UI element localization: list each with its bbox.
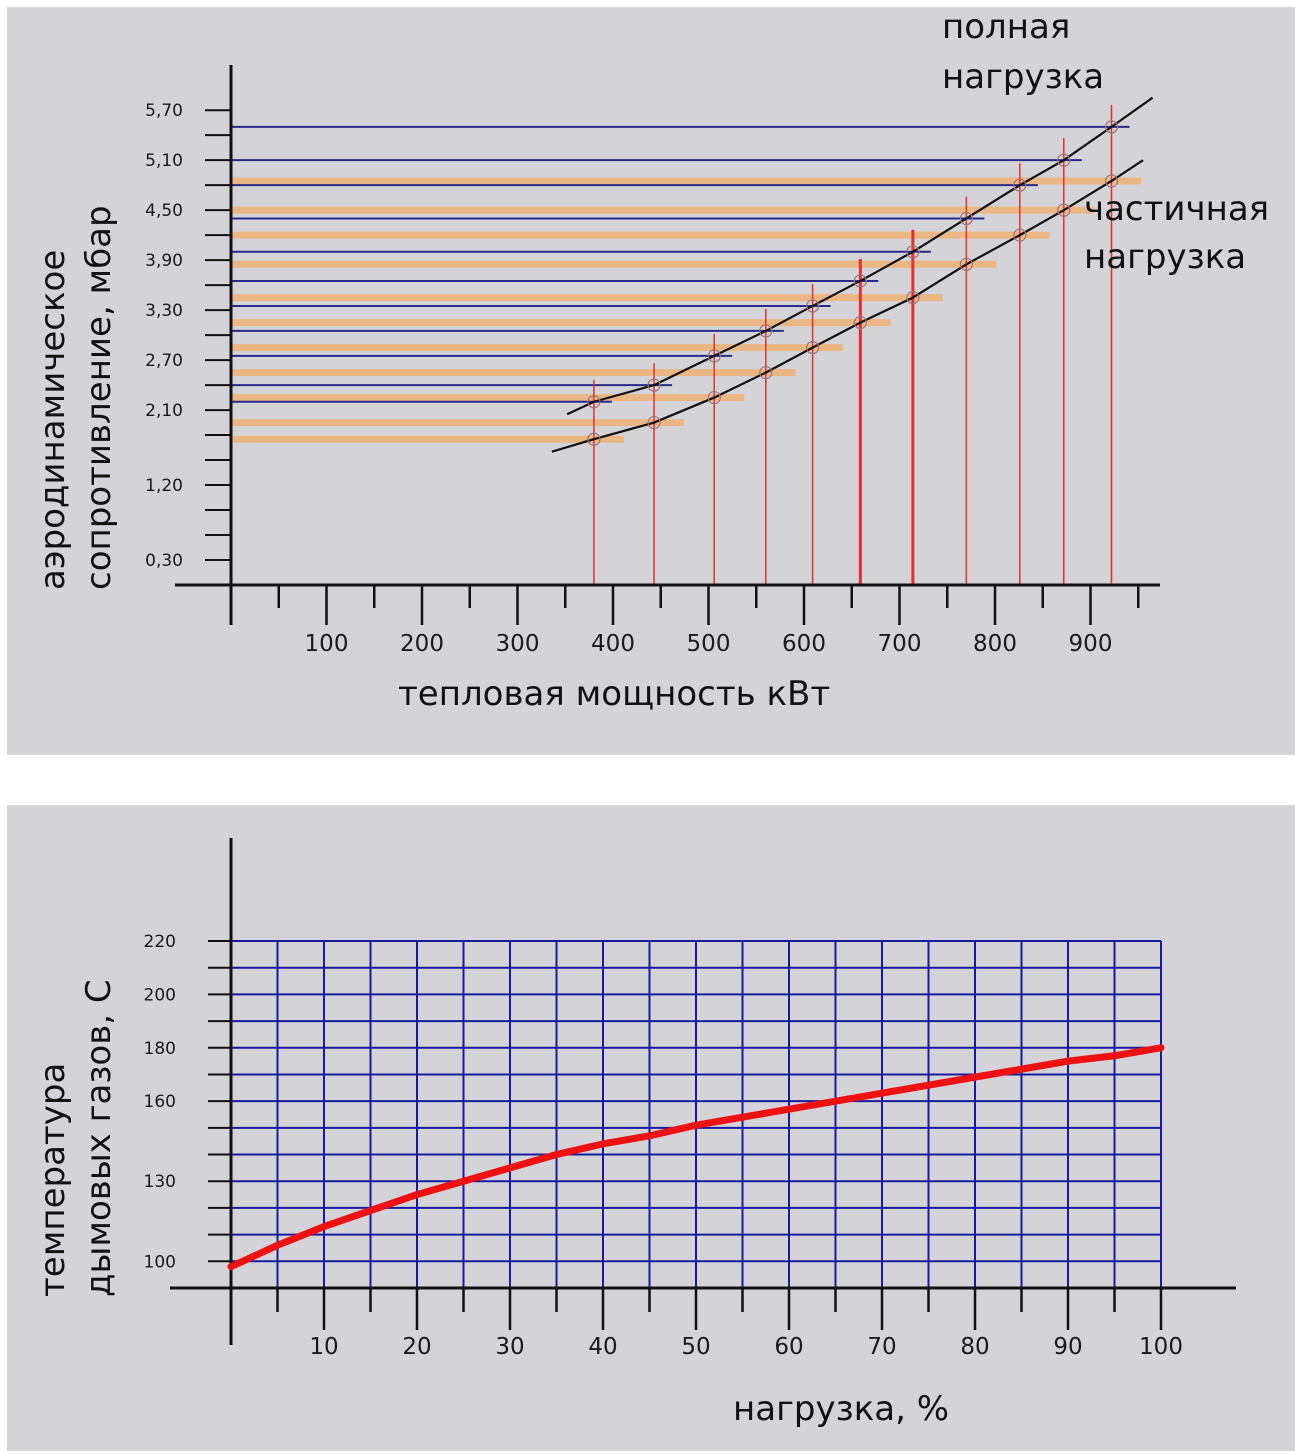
partial-load-point xyxy=(906,291,920,305)
aero-resistance-chart: 0,30 1,20 2,10 2,70 3,30 3,90 4,50 5,10 5,70 100… xyxy=(33,7,1269,714)
y-axis-title-line2: дымовых газов, С xyxy=(79,979,119,1297)
y-tick-label: 4,50 xyxy=(145,201,183,221)
full-load-point xyxy=(1013,178,1027,192)
x-axis-title: нагрузка, % xyxy=(733,1389,949,1429)
y-tick-label: 3,30 xyxy=(145,301,183,321)
x-tick-label: 90 xyxy=(1053,1334,1082,1360)
y-tick-label: 2,70 xyxy=(145,351,183,371)
y-tick-label: 1,20 xyxy=(145,476,183,496)
y-axis-title-line1: аэродинамическое xyxy=(33,250,73,590)
x-tick-label: 700 xyxy=(878,631,922,657)
full-load-point xyxy=(587,395,601,409)
full-load-point xyxy=(647,378,661,392)
x-tick-label: 800 xyxy=(973,631,1017,657)
y-tick-label: 200 xyxy=(144,985,176,1005)
partial-load-point xyxy=(707,390,721,405)
y-tick-label: 2,10 xyxy=(145,401,183,421)
x-tick-label: 600 xyxy=(782,631,826,657)
partial-load-point xyxy=(1013,228,1027,242)
full-load-point xyxy=(759,324,773,338)
partial-load-point xyxy=(759,365,773,380)
full-load-point xyxy=(1057,153,1071,167)
x-tick-label: 30 xyxy=(495,1334,524,1360)
partial-load-point xyxy=(853,316,867,330)
x-tick-label: 100 xyxy=(305,631,349,657)
x-tick-label: 20 xyxy=(402,1334,431,1360)
y-tick-label: 0,30 xyxy=(145,551,183,571)
y-axis-title-line1: температура xyxy=(33,1063,73,1297)
full-load-point xyxy=(959,211,973,226)
y-tick-label: 220 xyxy=(144,932,176,952)
x-tick-label: 300 xyxy=(496,631,540,657)
partial-load-point xyxy=(959,257,973,271)
series-label-full-load-line1: полная xyxy=(942,7,1070,47)
x-tick-label: 10 xyxy=(309,1334,338,1360)
y-tick-label: 160 xyxy=(144,1092,176,1112)
y-tick-label: 3,90 xyxy=(145,251,183,271)
series-label-partial-load-line2: нагрузка xyxy=(1084,237,1246,277)
series-label-partial-load-line1: частичная xyxy=(1084,189,1269,229)
chart-panel-aero-resistance xyxy=(7,7,1295,755)
x-tick-label: 70 xyxy=(867,1334,896,1360)
x-tick-label: 60 xyxy=(774,1334,803,1360)
full-load-curve xyxy=(566,96,1154,416)
x-tick-label: 100 xyxy=(1139,1334,1183,1360)
x-tick-label: 500 xyxy=(687,631,731,657)
series-label-full-load-line2: нагрузка xyxy=(942,57,1104,97)
partial-load-point xyxy=(647,415,661,430)
partial-load-point xyxy=(1104,174,1119,188)
y-axis-title-line2: сопротивление, мбар xyxy=(79,205,119,590)
x-tick-label: 50 xyxy=(681,1334,710,1360)
full-load-point xyxy=(707,349,721,363)
full-load-point xyxy=(805,299,820,313)
flue-gas-temperature-curve xyxy=(227,1044,1165,1271)
partial-load-point xyxy=(805,340,820,355)
x-tick-label: 200 xyxy=(400,631,444,657)
x-tick-label: 900 xyxy=(1069,631,1113,657)
y-tick-label: 5,70 xyxy=(145,101,183,121)
x-axis-title: тепловая мощность кВт xyxy=(398,674,830,714)
y-tick-label: 100 xyxy=(144,1252,176,1272)
x-tick-label: 400 xyxy=(591,631,635,657)
y-tick-label: 130 xyxy=(144,1172,176,1192)
partial-load-point xyxy=(1057,203,1071,217)
full-load-point xyxy=(1104,120,1119,134)
x-tick-label: 80 xyxy=(960,1334,989,1360)
partial-load-curve xyxy=(551,159,1144,453)
x-tick-label: 40 xyxy=(588,1334,617,1360)
y-tick-label: 5,10 xyxy=(145,151,183,171)
y-tick-label: 180 xyxy=(144,1039,176,1059)
full-load-point xyxy=(906,245,920,259)
full-load-point xyxy=(853,274,867,288)
partial-load-point xyxy=(587,432,601,446)
